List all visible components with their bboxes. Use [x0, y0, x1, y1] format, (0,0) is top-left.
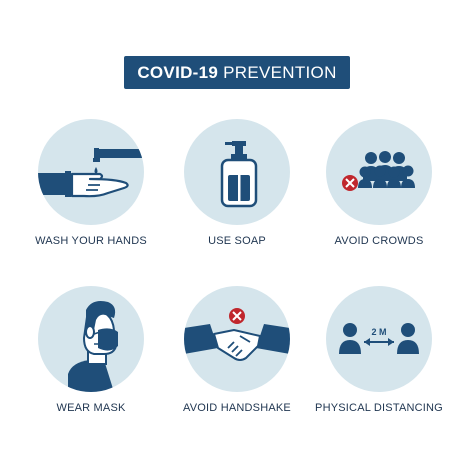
crowd-icon [342, 151, 415, 191]
distancing-icon: 2 M [339, 323, 419, 354]
icon-circle: 2 M [326, 286, 432, 392]
title-bold: COVID-19 [137, 62, 219, 82]
card-label: PHYSICAL DISTANCING [315, 402, 443, 414]
icon-circle [38, 119, 144, 225]
soap-bottle-icon [220, 141, 258, 208]
icon-circle [184, 119, 290, 225]
card-label: WEAR MASK [56, 402, 126, 414]
card-label: AVOID HANDSHAKE [183, 402, 291, 414]
icon-circle [326, 119, 432, 225]
card-label: USE SOAP [208, 235, 266, 247]
card-label: AVOID CROWDS [334, 235, 424, 247]
handshake-icon [184, 308, 290, 361]
distance-text: 2 M [371, 327, 386, 337]
face-mask-icon [68, 301, 118, 392]
title-light: PREVENTION [223, 62, 337, 82]
title-banner: COVID-19 PREVENTION [124, 56, 350, 89]
card-label: WASH YOUR HANDS [35, 235, 147, 247]
icon-circle [184, 286, 290, 392]
icon-circle [38, 286, 144, 392]
hand-washing-icon [38, 148, 144, 198]
